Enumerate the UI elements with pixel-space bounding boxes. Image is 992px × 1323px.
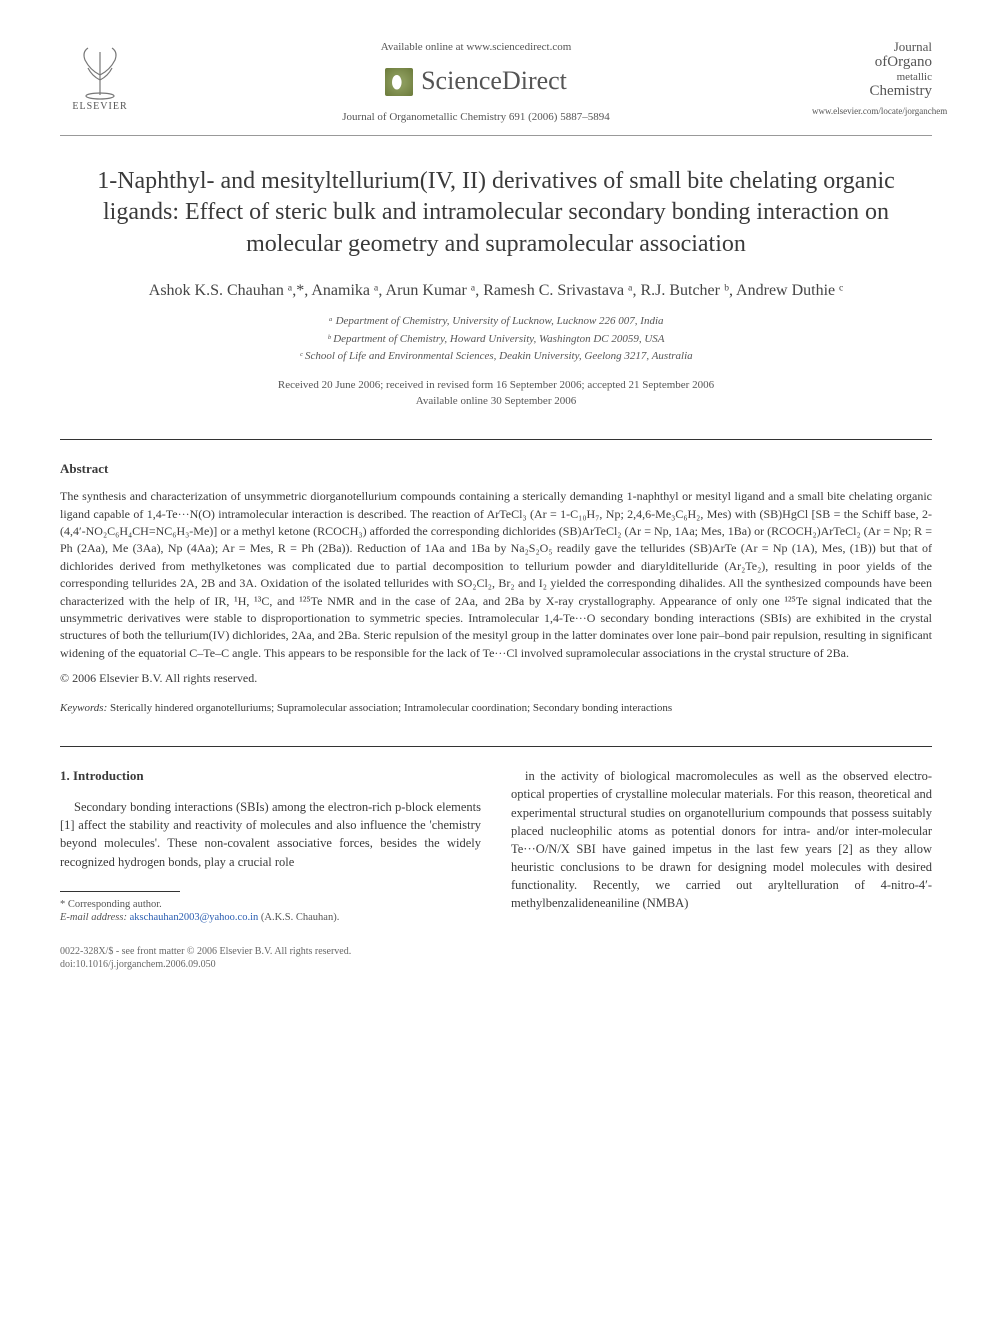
footnote-separator [60,891,180,892]
email-line: E-mail address: akschauhan2003@yahoo.co.… [60,911,481,925]
authors-line: Ashok K.S. Chauhan ᵃ,*, Anamika ᵃ, Arun … [60,280,932,302]
keywords-label: Keywords: [60,702,107,714]
issn-line: 0022-328X/$ - see front matter © 2006 El… [60,945,932,958]
intro-paragraph-right: in the activity of biological macromolec… [511,767,932,912]
article-dates: Received 20 June 2006; received in revis… [60,378,932,409]
sciencedirect-text: ScienceDirect [421,63,567,99]
article-title: 1-Naphthyl- and mesityltellurium(IV, II)… [60,166,932,260]
divider-top [60,439,932,440]
intro-heading: 1. Introduction [60,767,481,786]
keywords: Keywords: Sterically hindered organotell… [60,701,932,716]
journal-logo-line4: Chemistry [812,83,932,100]
publisher-name: ELSEVIER [72,100,127,114]
sciencedirect-icon [385,68,413,96]
abstract-body: The synthesis and characterization of un… [60,488,932,662]
publisher-logo: ELSEVIER [60,40,140,114]
affiliation-c: ᶜ School of Life and Environmental Scien… [60,349,932,364]
corresponding-label: * Corresponding author. [60,898,481,912]
page-footer: 0022-328X/$ - see front matter © 2006 El… [60,945,932,971]
journal-reference: Journal of Organometallic Chemistry 691 … [160,110,792,125]
abstract-copyright: © 2006 Elsevier B.V. All rights reserved… [60,670,932,687]
affiliations: ᵃ Department of Chemistry, University of… [60,314,932,364]
online-date: Available online 30 September 2006 [60,394,932,409]
email-author-name: (A.K.S. Chauhan). [261,912,339,923]
column-left: 1. Introduction Secondary bonding intera… [60,767,481,925]
email-address[interactable]: akschauhan2003@yahoo.co.in [130,912,259,923]
received-date: Received 20 June 2006; received in revis… [60,378,932,393]
journal-logo: Journal ofOrgano metallic Chemistry www.… [812,40,932,117]
divider-bottom [60,746,932,747]
page-header: ELSEVIER Available online at www.science… [60,40,932,136]
affiliation-b: ᵇ Department of Chemistry, Howard Univer… [60,332,932,347]
affiliation-a: ᵃ Department of Chemistry, University of… [60,314,932,329]
journal-logo-line2: ofOrgano [812,54,932,71]
journal-logo-line3: metallic [812,71,932,83]
sciencedirect-brand: ScienceDirect [160,63,792,99]
elsevier-tree-icon [70,40,130,100]
column-right: in the activity of biological macromolec… [511,767,932,925]
corresponding-author-footnote: * Corresponding author. E-mail address: … [60,898,481,925]
body-columns: 1. Introduction Secondary bonding intera… [60,767,932,925]
abstract-heading: Abstract [60,460,932,478]
journal-site-url: www.elsevier.com/locate/jorganchem [812,107,932,117]
intro-paragraph-left: Secondary bonding interactions (SBIs) am… [60,798,481,871]
email-label: E-mail address: [60,912,127,923]
journal-logo-line1: Journal [812,40,932,54]
available-online-text: Available online at www.sciencedirect.co… [160,40,792,55]
header-center: Available online at www.sciencedirect.co… [140,40,812,125]
keywords-text: Sterically hindered organotelluriums; Su… [110,702,672,714]
doi-line: doi:10.1016/j.jorganchem.2006.09.050 [60,958,932,971]
